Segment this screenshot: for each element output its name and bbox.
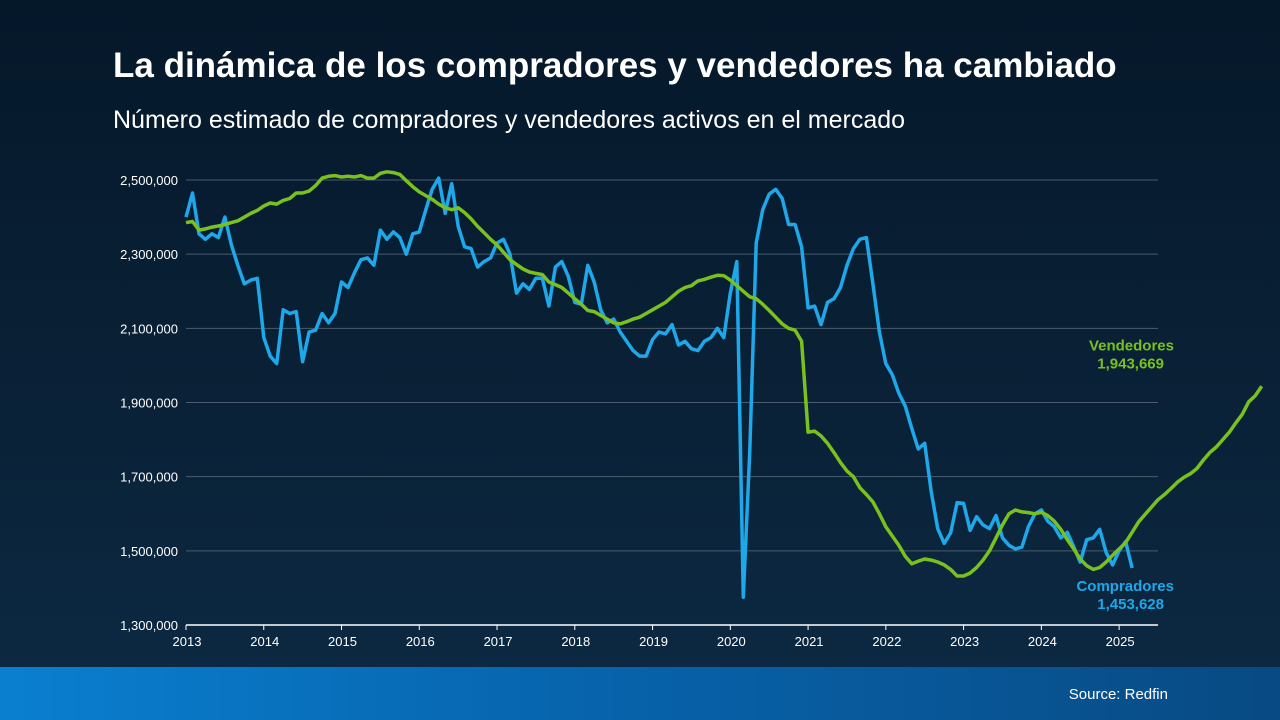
y-tick-label: 1,300,000	[120, 618, 178, 633]
x-tick-label: 2020	[717, 634, 746, 649]
x-tick-label: 2025	[1106, 634, 1135, 649]
source-note: Source: Redfin	[1068, 686, 1168, 703]
footer-bar: Source: Redfin	[0, 667, 1280, 720]
x-tick-label: 2013	[173, 634, 202, 649]
series-line-vendedores	[185, 170, 1264, 578]
x-tick-label: 2022	[872, 634, 901, 649]
chart-subtitle: Número estimado de compradores y vendedo…	[113, 106, 906, 134]
series-end-label-value: 1,453,628	[1097, 596, 1164, 613]
x-tick-label: 2014	[250, 634, 279, 649]
x-tick-label: 2024	[1028, 634, 1057, 649]
series-end-label-name: Compradores	[1076, 578, 1174, 595]
series-line-compradores	[184, 176, 1134, 599]
y-axis-tick-labels: 1,300,000 1,500,000 1,700,000 1,900,000 2,10…	[120, 173, 178, 633]
y-tick-label: 1,700,000	[120, 470, 178, 485]
line-chart: 1,300,000 1,500,000 1,700,000 1,900,000 2,10…	[120, 170, 1264, 649]
grid-lines	[186, 179, 1158, 552]
x-tick-label: 2016	[406, 634, 435, 649]
x-axis-tick-labels: 2013 2014 2015 2016 2017 2018 2019 2020 2021 2022…	[173, 625, 1135, 649]
x-tick-label: 2021	[795, 634, 824, 649]
y-tick-label: 2,500,000	[120, 173, 178, 188]
x-tick-label: 2019	[639, 634, 668, 649]
y-tick-label: 2,300,000	[120, 247, 178, 262]
x-tick-label: 2017	[484, 634, 513, 649]
y-tick-label: 1,900,000	[120, 396, 178, 411]
y-tick-label: 1,500,000	[120, 544, 178, 559]
x-tick-label: 2018	[561, 634, 590, 649]
series-end-label-name: Vendedores	[1089, 337, 1174, 354]
x-tick-label: 2015	[328, 634, 357, 649]
y-tick-label: 2,100,000	[120, 321, 178, 336]
series-end-label-value: 1,943,669	[1097, 355, 1164, 372]
x-tick-label: 2023	[950, 634, 979, 649]
chart-title: La dinámica de los compradores y vendedo…	[113, 46, 1117, 85]
series-lines	[184, 170, 1264, 599]
